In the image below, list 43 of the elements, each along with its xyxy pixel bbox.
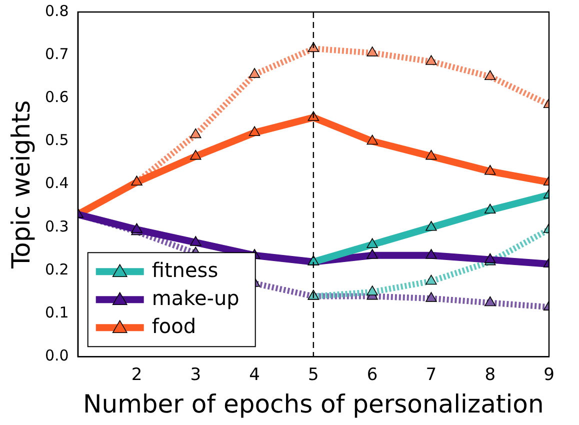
- y-tick-label: 0.2: [44, 260, 69, 278]
- x-tick-label: 3: [190, 365, 202, 386]
- point: [366, 134, 378, 145]
- point: [131, 223, 142, 233]
- point: [248, 68, 260, 78]
- x-tick-label: 2: [131, 365, 142, 386]
- y-tick-label: 0.5: [44, 131, 69, 150]
- x-tick-label: 7: [426, 365, 437, 386]
- y-tick-label: 0.4: [44, 174, 69, 192]
- point: [426, 274, 437, 285]
- x-tick-label: 6: [366, 365, 378, 386]
- x-tick-label: 8: [484, 365, 496, 386]
- point: [366, 238, 378, 248]
- y-tick-label: 0.0: [44, 346, 69, 364]
- y-axis-title: Topic weights: [6, 100, 36, 270]
- y-tick-label: 0.6: [44, 88, 69, 106]
- x-axis-title: Number of epochs of personalization: [83, 390, 544, 418]
- x-tick-label: 9: [544, 365, 554, 386]
- point: [366, 46, 378, 56]
- point: [190, 150, 202, 160]
- y-tick-label: 0.7: [44, 44, 69, 63]
- point: [484, 70, 496, 80]
- legend-label: food: [152, 314, 196, 338]
- x-tick-label: 5: [308, 365, 319, 386]
- y-tick-label: 0.3: [44, 217, 69, 236]
- point: [484, 164, 496, 175]
- point: [190, 128, 202, 138]
- legend-label: fitness: [152, 258, 218, 282]
- point: [426, 248, 437, 259]
- legend-label: make-up: [152, 286, 240, 310]
- point: [366, 286, 378, 296]
- point: [366, 248, 378, 259]
- point: [190, 236, 202, 246]
- point: [426, 150, 437, 160]
- point: [426, 292, 437, 302]
- y-tick-label: 0.8: [44, 2, 69, 20]
- point: [484, 204, 496, 214]
- point: [426, 220, 437, 231]
- y-tick-label: 0.1: [44, 303, 69, 322]
- x-tick-label: 4: [249, 365, 260, 386]
- point: [484, 296, 496, 306]
- point: [248, 126, 260, 136]
- point: [426, 55, 437, 65]
